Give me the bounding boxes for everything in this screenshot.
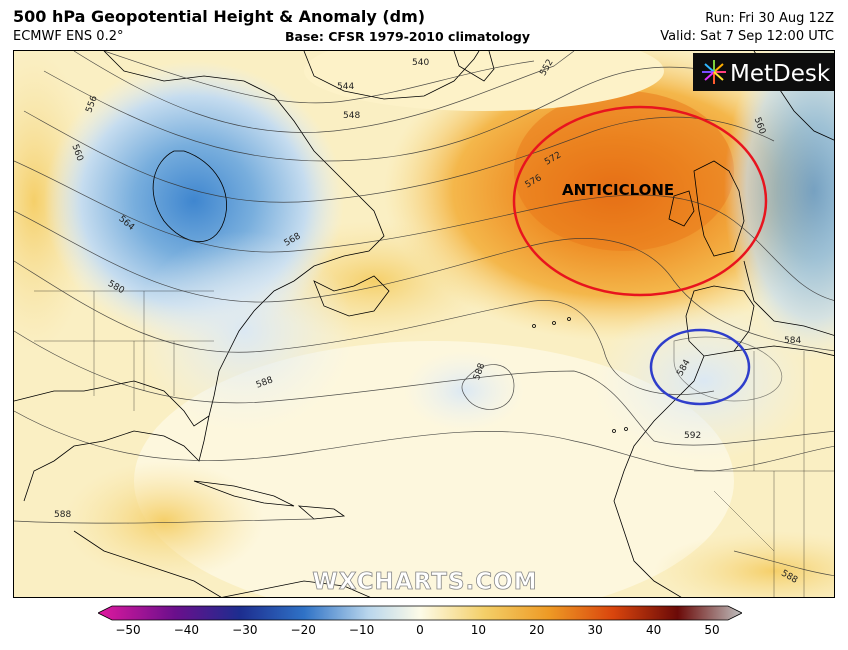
anticyclone-label: ANTICICLONE — [562, 181, 674, 199]
climatology-base: Base: CFSR 1979-2010 climatology — [285, 29, 531, 44]
contour-label: 540 — [412, 58, 429, 68]
greenland-coast — [303, 51, 480, 100]
colorbar-tick-label: −30 — [232, 623, 258, 637]
great-britain — [693, 160, 745, 257]
coastlines — [14, 51, 834, 597]
hudson-bay — [152, 150, 227, 243]
model-name: ECMWF ENS 0.2° — [13, 29, 124, 44]
africa-west-coast — [613, 355, 705, 597]
metdesk-logo: MetDesk — [693, 53, 834, 91]
colorbar-tick-label: 20 — [529, 623, 545, 637]
contour-label: 544 — [337, 82, 354, 92]
cold-anomaly-europe — [724, 51, 834, 361]
colorbar-tick-label: 40 — [645, 623, 662, 637]
colorbar-tick-label: −10 — [348, 623, 375, 637]
ireland — [668, 190, 695, 227]
contour-label: 584 — [784, 336, 801, 346]
borders — [34, 290, 834, 597]
positive-anomaly-africa — [654, 531, 834, 597]
iberia — [685, 285, 755, 357]
colorbar-tick-label: −20 — [290, 623, 316, 637]
colorbar-tick-label: 10 — [470, 623, 487, 637]
cuba — [193, 480, 295, 507]
colorbar-tick-label: 0 — [416, 623, 424, 637]
height-contours — [14, 51, 834, 577]
warm-anomaly-core — [514, 91, 734, 251]
colorbar-scale — [97, 605, 743, 621]
run-time: Run: Fri 30 Aug 12Z — [705, 11, 834, 26]
cold-anomaly-east-coast — [134, 231, 354, 431]
low-circle — [649, 328, 751, 406]
colorbar: −50 −40 −30 −20 −10 0 10 20 30 40 50 — [97, 605, 743, 645]
contour-label: 548 — [343, 111, 360, 121]
watermark: WXCHARTS.COM — [312, 569, 537, 595]
metdesk-logo-text: MetDesk — [730, 61, 831, 87]
anomaly-map: 540 544 548 552 556 560 560 564 568 572 … — [14, 51, 834, 597]
south-america-coast — [221, 580, 371, 597]
contour-label: 588 — [54, 510, 71, 520]
contour-label: 592 — [684, 431, 701, 441]
map-panel: 540 544 548 552 556 560 560 564 568 572 … — [13, 50, 835, 598]
colorbar-tick-label: −50 — [115, 623, 141, 637]
colorbar-ticks: −50 −40 −30 −20 −10 0 10 20 30 40 50 — [98, 623, 742, 643]
anticyclone-circle — [512, 105, 768, 297]
newfoundland — [313, 275, 390, 317]
metdesk-burst-icon — [702, 60, 726, 84]
colorbar-tick-label: 50 — [704, 623, 720, 637]
pale-anomaly-atlantic — [404, 351, 524, 431]
valid-time: Valid: Sat 7 Sep 12:00 UTC — [660, 29, 834, 44]
hispaniola — [297, 505, 346, 520]
map-title: 500 hPa Geopotential Height & Anomaly (d… — [13, 7, 426, 26]
cold-anomaly-iberia — [594, 301, 814, 461]
positive-anomaly-caribbean — [64, 461, 264, 581]
central-america — [73, 530, 222, 597]
gulf-coast — [23, 415, 210, 502]
colorbar-tick-label: −40 — [173, 623, 200, 637]
france-coast — [743, 260, 834, 336]
africa-north-coast — [733, 345, 834, 356]
colorbar-tick-label: 30 — [587, 623, 603, 637]
